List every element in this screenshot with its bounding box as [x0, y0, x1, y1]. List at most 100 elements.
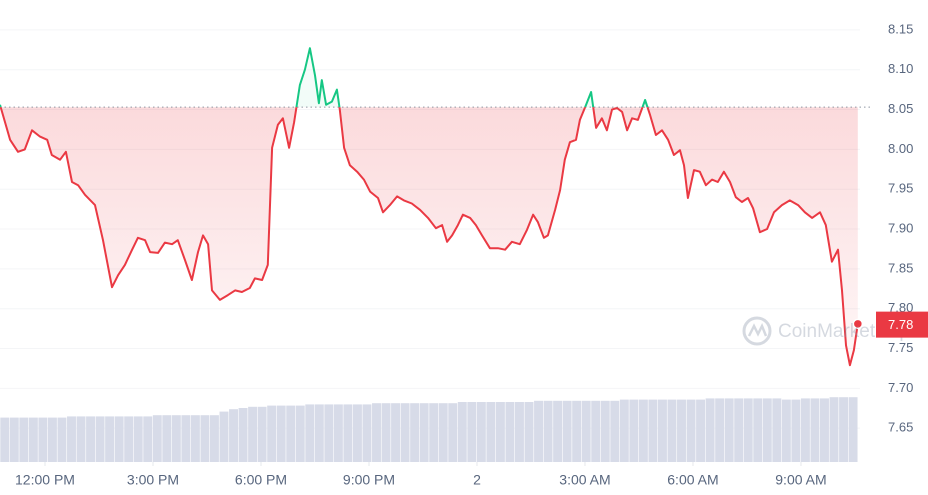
volume-bar	[524, 402, 534, 462]
volume-bar	[657, 399, 667, 462]
y-tick-label: 8.10	[888, 61, 913, 76]
volume-bar	[800, 398, 810, 462]
volume-bar	[781, 399, 791, 462]
volume-bar	[76, 416, 86, 462]
volume-bar	[238, 408, 248, 462]
volume-bar	[591, 400, 601, 462]
volume-bar	[724, 398, 734, 462]
volume-bar	[152, 415, 162, 462]
volume-bar	[438, 403, 448, 462]
volume-bar	[248, 406, 258, 462]
volume-bar	[47, 417, 57, 462]
volume-bar	[190, 415, 200, 462]
volume-bar	[543, 400, 553, 462]
volume-bar	[743, 398, 753, 462]
y-tick-label: 7.95	[888, 181, 913, 196]
y-tick-label: 8.00	[888, 141, 913, 156]
volume-bar	[562, 400, 572, 462]
line-layer	[0, 47, 872, 367]
volume-bar	[95, 416, 105, 462]
volume-bar	[629, 399, 639, 462]
volume-bar	[495, 402, 505, 462]
volume-bar	[38, 417, 48, 462]
volume-bar	[105, 416, 115, 462]
volume-bar	[86, 416, 96, 462]
volume-bar	[553, 400, 563, 462]
volume-bar	[276, 405, 286, 462]
watermark-logo-mark	[747, 322, 768, 337]
volume-bar	[686, 399, 696, 462]
volume-bar	[124, 416, 134, 462]
volume-bar	[362, 404, 372, 462]
volume-bar	[410, 403, 420, 462]
volume-bar	[419, 403, 429, 462]
x-tick-label: 3:00 PM	[127, 472, 179, 488]
volume-bar	[0, 417, 10, 462]
price-label-box	[876, 311, 928, 338]
volume-bar	[810, 398, 820, 462]
volume-bar	[476, 402, 486, 462]
volume-bar	[352, 404, 362, 462]
volume-bar	[162, 415, 172, 462]
y-tick-label: 7.70	[888, 380, 913, 395]
volume-bar	[677, 399, 686, 462]
volume-bar	[619, 399, 629, 462]
volume-bar	[114, 416, 124, 462]
volume-bar	[791, 399, 801, 462]
volume-bar	[534, 400, 543, 462]
price-line-down	[0, 107, 859, 367]
volume-bar	[143, 416, 153, 462]
volume-bar	[448, 403, 458, 462]
volume-bar	[333, 404, 343, 462]
y-tick-label: 7.90	[888, 220, 913, 235]
volume-bar	[667, 399, 677, 462]
volume-bar	[610, 400, 620, 462]
volume-bar	[515, 402, 524, 462]
volume-bar	[839, 397, 849, 462]
volume-bar	[219, 411, 229, 462]
volume-bar	[734, 398, 744, 462]
volume-bar	[19, 417, 29, 462]
volume-bar	[9, 417, 19, 462]
volume-bar	[67, 416, 76, 462]
volume-bar	[486, 402, 496, 462]
volume-bar	[229, 409, 238, 462]
volume-bar	[572, 400, 582, 462]
area-layer	[0, 48, 858, 366]
volume-bar	[314, 404, 324, 462]
y-tick-label: 7.85	[888, 260, 913, 275]
volume-bar	[648, 399, 658, 462]
volume-bar	[581, 400, 591, 462]
y-tick-label: 7.65	[888, 420, 913, 435]
volume-bar	[505, 402, 515, 462]
volume-bar	[400, 403, 410, 462]
volume-bar	[133, 416, 143, 462]
volume-bar	[305, 404, 315, 462]
volume-bar	[762, 398, 772, 462]
volume-bar	[457, 402, 467, 462]
watermark-logo	[742, 316, 772, 346]
volume-bar	[286, 405, 296, 462]
volume-bar	[391, 403, 401, 462]
x-tick-label: 12:00 PM	[15, 472, 75, 488]
volume-bar	[372, 403, 381, 462]
volume-bar	[705, 398, 715, 462]
volume-bar	[429, 403, 439, 462]
y-tick-label: 7.80	[888, 300, 913, 315]
x-tick-label: 9:00 AM	[775, 472, 826, 488]
volume-bar	[638, 399, 648, 462]
volume-bar	[600, 400, 610, 462]
y-tick-label: 8.15	[888, 21, 913, 36]
x-tick-label: 6:00 AM	[667, 472, 718, 488]
volume-bar	[181, 415, 191, 462]
volume-bar	[381, 403, 391, 462]
last-point	[852, 318, 864, 330]
volume-bar	[820, 398, 829, 462]
volume-bar	[28, 417, 38, 462]
x-tick-label: 3:00 AM	[559, 472, 610, 488]
area-fill-down	[0, 107, 858, 366]
volume-bar	[171, 415, 181, 462]
volume-bar	[324, 404, 334, 462]
